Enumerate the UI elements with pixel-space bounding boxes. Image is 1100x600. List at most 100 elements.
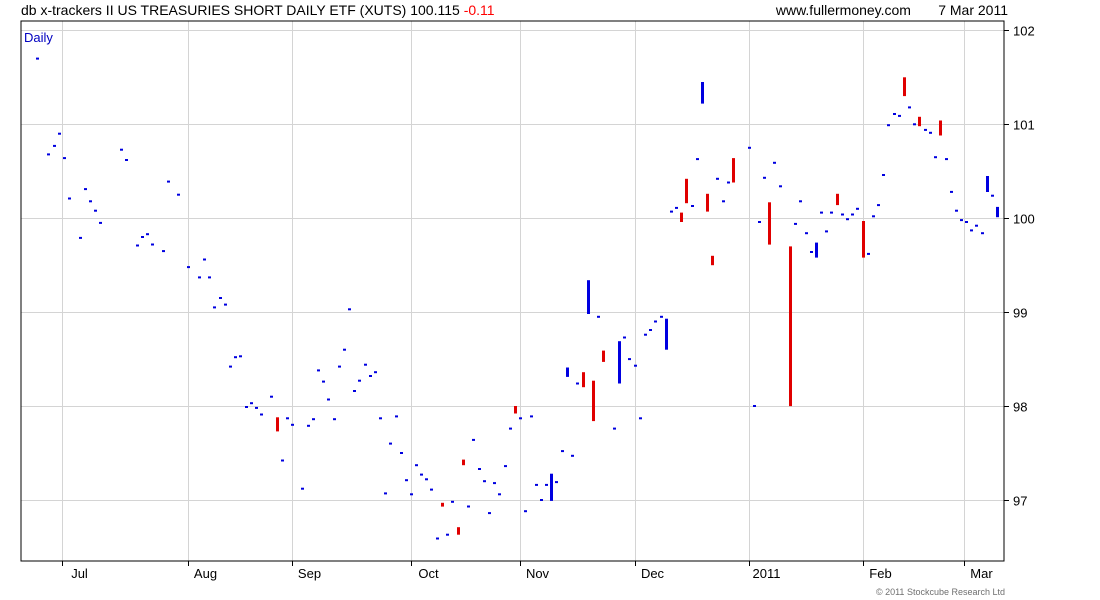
price-bar [312, 418, 315, 421]
price-bar [582, 372, 585, 388]
price-bar [618, 341, 621, 384]
price-bar [198, 276, 201, 279]
price-bar [794, 222, 797, 225]
price-bar [602, 350, 605, 362]
price-bar [908, 106, 911, 109]
price-bar [955, 209, 958, 212]
price-bar [893, 113, 896, 115]
price-bar [47, 153, 50, 156]
price-bar [748, 146, 751, 149]
price-bar [628, 358, 631, 361]
price-bar [970, 229, 973, 232]
price-bar [965, 221, 968, 223]
price-bar [950, 190, 953, 193]
price-bar [478, 468, 481, 470]
price-bar [555, 481, 558, 484]
price-bar [415, 464, 418, 467]
y-axis: 97 98 99 100 101 102 [1004, 24, 1035, 509]
price-bar [36, 57, 39, 60]
price-bar [514, 406, 517, 414]
price-bar [338, 365, 341, 368]
price-bar [846, 218, 849, 221]
price-bar [162, 250, 165, 253]
price-bar [467, 505, 470, 508]
price-bar [851, 213, 854, 216]
price-bar [384, 492, 387, 495]
price-bar [374, 371, 377, 374]
price-bar [820, 211, 823, 214]
price-bar [187, 266, 190, 269]
y-tick-label: 101 [1013, 118, 1035, 133]
price-bar [789, 246, 792, 407]
price-bar [929, 131, 932, 134]
price-bar [276, 417, 279, 432]
chart-source: www.fullermoney.com 7 Mar 2011 [776, 2, 1008, 18]
price-bar [136, 244, 139, 247]
price-bar [472, 438, 475, 441]
price-bar [918, 116, 921, 127]
price-bar [364, 363, 367, 366]
price-bar [644, 333, 647, 336]
price-bar [146, 233, 149, 236]
price-bar [825, 230, 828, 233]
price-bar [727, 181, 730, 184]
price-bar [234, 356, 237, 359]
price-bar [530, 415, 533, 418]
price-bar [680, 212, 683, 222]
price-bar [343, 348, 346, 351]
y-tick-label: 102 [1013, 24, 1035, 39]
y-tick-label: 98 [1013, 400, 1027, 415]
price-bar [960, 219, 963, 222]
price-bar [623, 336, 626, 339]
price-bar [58, 132, 61, 135]
price-bar [53, 144, 56, 147]
price-bar [493, 482, 496, 485]
price-bar [841, 213, 844, 216]
x-tick-label: 2011 [753, 566, 781, 581]
price-bar [613, 427, 616, 430]
chart-date: 7 Mar 2011 [938, 2, 1008, 18]
price-bar [722, 200, 725, 203]
price-bar [400, 452, 403, 454]
price-bar [670, 210, 673, 213]
price-bar [830, 211, 833, 214]
price-bar [660, 315, 663, 318]
price-bar [519, 417, 522, 420]
price-bar [836, 193, 839, 206]
price-bar [592, 380, 595, 422]
price-bar [524, 510, 527, 513]
price-bar [768, 202, 771, 245]
x-axis: Jul Aug Sep Oct Nov Dec 2011 Feb Mar [62, 561, 993, 581]
price-bar [333, 418, 336, 421]
price-bar [773, 161, 776, 164]
period-label: Daily [24, 30, 53, 45]
price-bar [462, 459, 465, 466]
ohlc-bars [36, 57, 999, 540]
price-bar [939, 120, 942, 136]
price-bar [597, 315, 600, 318]
price-bar [701, 82, 704, 104]
price-bar [224, 303, 227, 306]
price-bar [898, 114, 901, 117]
price-bar [307, 424, 310, 427]
website-link[interactable]: www.fullermoney.com [775, 2, 911, 18]
price-bar [99, 221, 102, 224]
price-bar [540, 499, 543, 501]
price-bar [250, 402, 253, 405]
price-bar [545, 483, 548, 486]
y-tick-label: 99 [1013, 306, 1027, 321]
price-bar [716, 177, 719, 180]
price-bar [862, 221, 865, 258]
price-bar [219, 297, 222, 299]
price-bar [934, 156, 937, 159]
price-bar [141, 236, 144, 238]
price-bar [675, 206, 678, 209]
plot-frame [20, 20, 1005, 562]
price-bar [120, 148, 123, 151]
price-bar [425, 478, 428, 481]
price-bar [571, 454, 574, 457]
price-bar [732, 158, 735, 183]
price-bar [691, 205, 694, 207]
y-tick-label: 97 [1013, 494, 1027, 509]
price-bar [68, 197, 71, 200]
